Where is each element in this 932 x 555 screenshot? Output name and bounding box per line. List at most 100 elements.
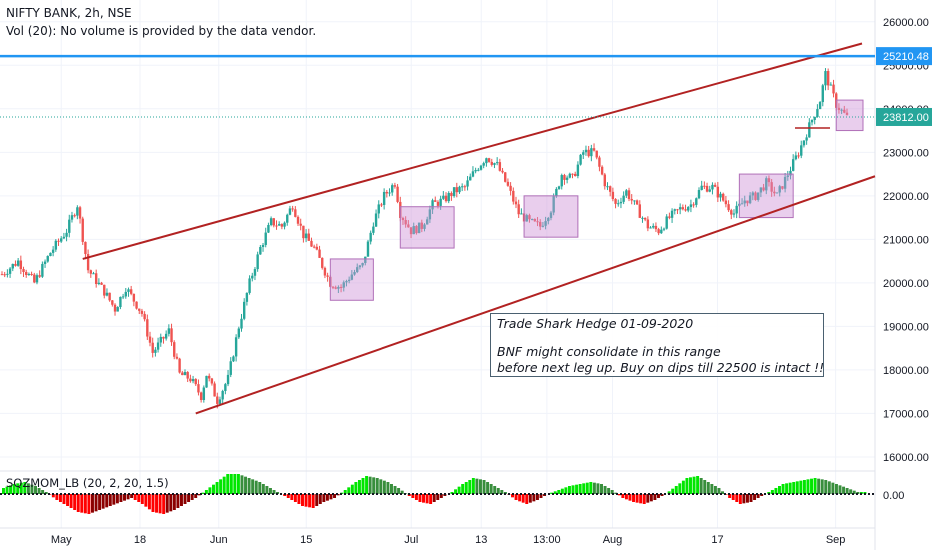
annotation-note[interactable]: Trade Shark Hedge 01-09-2020 BNF might c… [490,313,824,377]
indicator-bar [624,494,628,500]
indicator-bar [204,490,208,494]
candle-body [97,282,101,285]
candle-body [767,178,771,183]
candle-body [611,191,615,200]
candle-body [735,205,738,214]
consolidation-box [523,195,579,238]
indicator-bar [461,484,465,494]
candle-body [291,208,294,210]
x-tick-label: Jun [210,534,228,546]
indicator-bar [311,494,315,508]
candle-body [762,187,765,191]
candle-body [460,186,464,188]
candle-body [65,232,68,237]
indicator-bar [414,494,418,500]
candle-body [808,122,811,138]
indicator-bar [842,486,846,494]
candle-body [687,207,690,211]
indicator-bar [802,480,806,494]
candle-body [708,189,711,192]
candle-body [318,249,321,258]
candle-body [331,286,335,288]
indicator-bar [692,476,696,494]
candle-body [377,204,380,214]
candle-body [444,195,448,202]
candle-body [143,313,146,320]
candle-body [614,199,617,204]
indicator-bar [745,494,749,503]
candle-body [727,204,730,211]
indicator-bar [831,482,835,494]
indicator-bar [322,494,326,502]
candle-body [178,358,181,373]
indicator-bar [493,486,497,494]
plot-background [0,0,875,550]
x-tick-label: 17 [711,534,723,546]
indicator-bar [674,486,678,494]
indicator-bar [304,494,308,507]
indicator-bar [422,494,426,503]
candle-body [724,200,728,205]
candle-body [242,301,246,319]
candle-body [342,282,345,288]
candle-body [530,219,534,221]
candle-body [43,261,47,264]
candle-body [78,207,82,219]
candle-body [73,215,76,217]
candle-body [676,209,679,211]
indicator-bar [728,494,732,498]
indicator-bar [347,487,351,494]
candle-body [385,191,389,194]
candle-body [700,185,703,190]
indicator-bar [73,494,77,510]
candle-body [743,200,746,204]
candle-body [579,154,582,165]
indicator-bar [518,494,522,502]
indicator-bar [603,486,607,494]
candle-body [587,149,590,157]
candle-body [369,232,372,242]
indicator-bar [525,494,529,504]
candle-body [487,158,491,162]
indicator-bar [521,494,525,503]
candle-body [70,215,74,220]
y-tick-label: 21000.00 [883,234,929,246]
x-tick-label: 13 [475,534,487,546]
candle-body [635,200,639,205]
candle-body [286,214,289,223]
indicator-bar [464,482,468,494]
candle-body [633,200,636,202]
candle-body [625,190,628,196]
candle-body [668,216,671,218]
indicator-bar [500,490,504,494]
indicator-bar [749,494,753,502]
indicator-bar [76,494,80,512]
indicator-bar [696,476,700,494]
indicator-bar [286,494,290,498]
candle-body [237,328,241,338]
candle-body [617,203,620,205]
indicator-bar [318,494,322,504]
candle-body [388,192,391,194]
candle-body [571,173,574,175]
candle-body [638,204,641,218]
indicator-bar [329,494,333,500]
candle-body [662,228,666,230]
candle-body [447,192,450,202]
candle-body [692,204,695,206]
indicator-bar [201,492,205,494]
candle-body [442,195,445,199]
candle-body [366,241,370,257]
indicator-bar [671,488,675,494]
candle-body [374,213,378,227]
consolidation-box [399,206,455,249]
candle-body [151,342,154,353]
candle-body [678,207,682,210]
candle-body [705,185,709,192]
candle-body [245,292,249,302]
candle-body [832,84,835,94]
indicator-bar [600,484,603,494]
indicator-bar [535,494,539,500]
